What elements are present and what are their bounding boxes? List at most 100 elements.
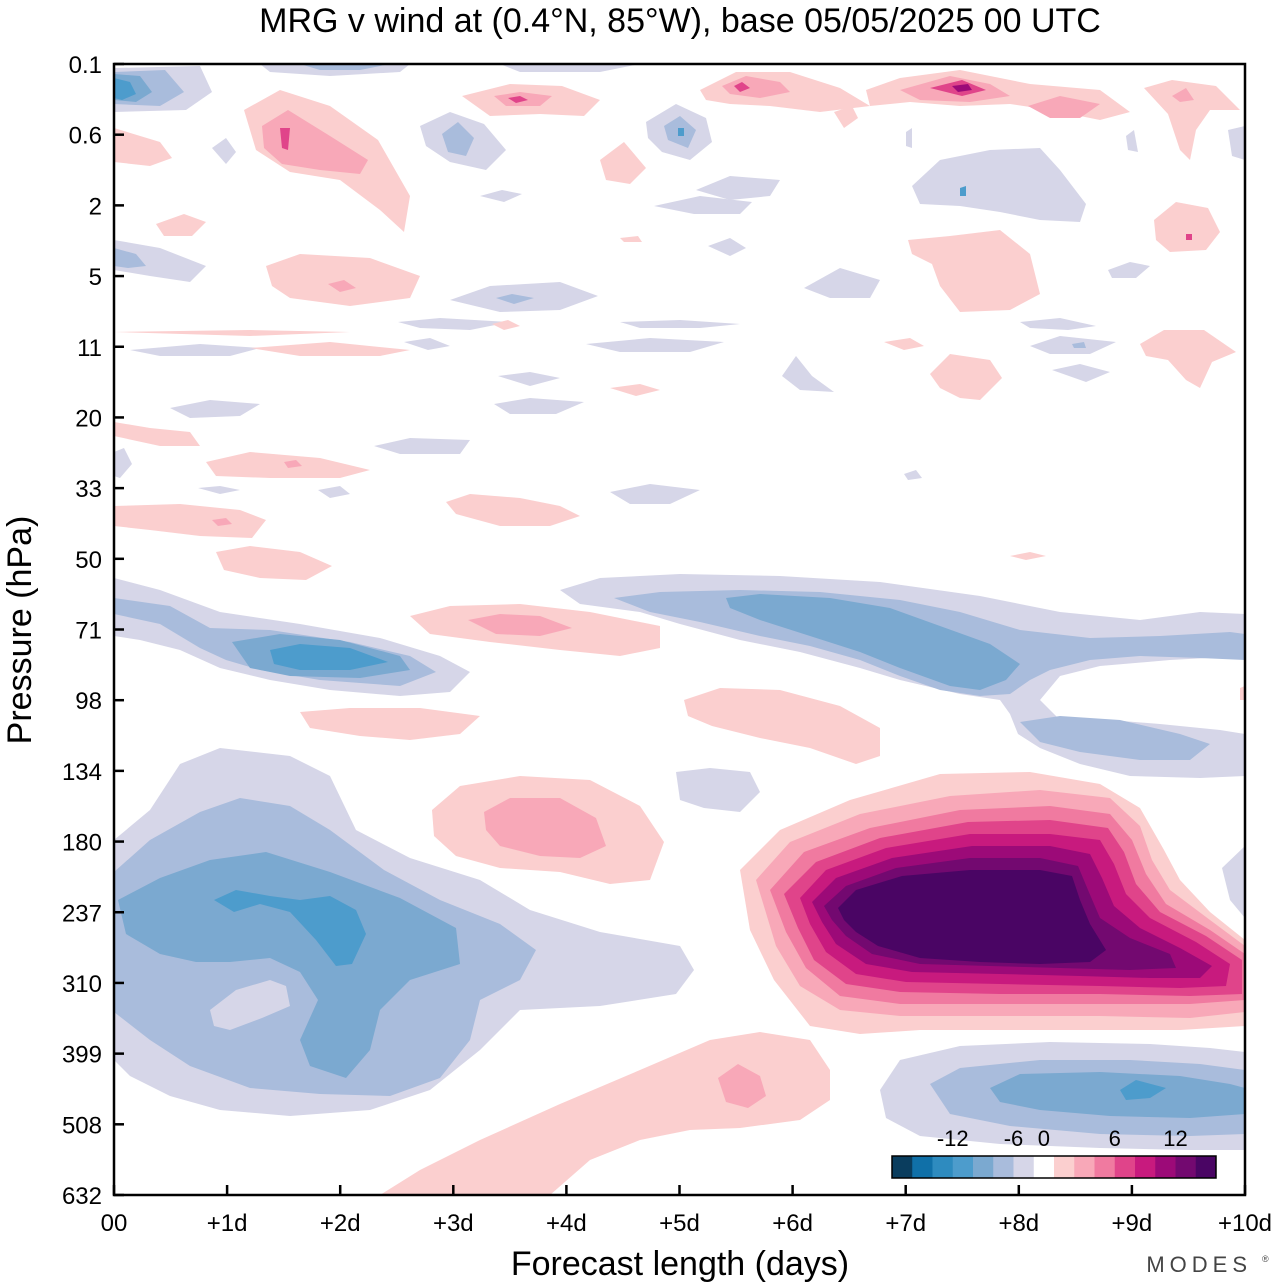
- contour-band-negative: [130, 344, 260, 356]
- contour-band-positive: [212, 518, 232, 526]
- colorbar-swatch: [932, 1156, 954, 1178]
- contour-band-negative: [782, 356, 834, 392]
- x-axis-ticks: 00 +1d +2d +3d +4d +5d +6d +7d +8d +9d +10d: [101, 1185, 1272, 1237]
- anomaly-negative-lower-left: [114, 748, 694, 1116]
- x-tick-label: +8d: [998, 1210, 1039, 1237]
- y-tick-label: 632: [62, 1183, 102, 1210]
- contour-band-positive: [610, 384, 660, 396]
- contour-band-negative: [676, 768, 760, 812]
- contour-band-positive: [930, 354, 1002, 400]
- anomaly-negative-top-left: [114, 66, 212, 112]
- x-tick-label: +10d: [1218, 1210, 1272, 1237]
- contour-band-positive: [446, 494, 580, 526]
- contour-band-positive: [114, 422, 200, 446]
- contour-band-positive: [380, 1032, 830, 1195]
- contour-band-negative: [114, 78, 136, 100]
- contour-band-negative: [904, 470, 922, 480]
- contour-band-negative: [318, 486, 350, 498]
- contour-band-negative: [912, 148, 1086, 222]
- contour-band-negative: [586, 338, 724, 352]
- colorbar-swatch: [1175, 1156, 1197, 1178]
- contour-band-negative: [610, 484, 700, 504]
- contour-band-positive: [280, 128, 290, 150]
- anomaly-positive-upper-3: [700, 70, 1240, 160]
- contour-band-negative: [1228, 126, 1245, 160]
- contour-band-negative: [990, 1072, 1245, 1118]
- y-tick-label: 11: [77, 335, 102, 362]
- colorbar-swatch: [952, 1156, 974, 1178]
- contour-band-negative: [198, 486, 240, 494]
- contour-band-negative: [270, 644, 388, 670]
- anomaly-negative-lower-right: [880, 1042, 1245, 1150]
- contour-band-negative: [1020, 318, 1096, 330]
- anomaly-positive-mid-left: [432, 776, 664, 884]
- contour-band-positive: [250, 342, 410, 356]
- x-tick-label: 00: [101, 1210, 128, 1237]
- contour-field: [114, 64, 1245, 1195]
- contour-band-negative: [114, 240, 206, 282]
- x-tick-label: +2d: [320, 1210, 361, 1237]
- contour-band-positive: [300, 708, 480, 740]
- contour-band-negative: [726, 594, 1020, 690]
- contour-band-positive: [952, 84, 972, 92]
- contour-band-negative: [480, 190, 522, 202]
- y-tick-label: 20: [75, 405, 102, 432]
- contour-band-negative: [214, 890, 366, 966]
- anomaly-positive-strong-core: [740, 772, 1245, 1034]
- colorbar-swatch: [1195, 1156, 1217, 1178]
- y-axis-ticks: 0.1 0.6 2 5 11 20 33 50 71 98 134 180 237 310 399 508 63…: [62, 52, 124, 1210]
- contour-band-negative: [1052, 364, 1110, 382]
- contour-band-negative: [1072, 342, 1086, 348]
- y-tick-label: 237: [62, 900, 102, 927]
- y-tick-label: 0.1: [69, 52, 102, 79]
- y-tick-label: 134: [62, 759, 102, 786]
- contour-band-negative: [494, 398, 584, 414]
- contour-band-positive: [468, 614, 572, 636]
- y-tick-label: 2: [89, 193, 102, 220]
- contour-band-positive: [114, 504, 266, 538]
- anomaly-positive-upper-1: [244, 90, 410, 232]
- contour-band-negative: [118, 852, 460, 1078]
- contour-band-negative: [374, 438, 470, 454]
- colorbar-swatch: [1054, 1156, 1075, 1178]
- colorbar: -12 -6 0 6 12: [891, 1126, 1217, 1179]
- colorbar-swatch: [1135, 1156, 1156, 1178]
- contour-band-negative: [300, 64, 390, 70]
- y-tick-label: 508: [62, 1112, 102, 1139]
- x-tick-label: +9d: [1112, 1210, 1153, 1237]
- x-tick-label: +3d: [433, 1210, 474, 1237]
- colorbar-swatch: [1114, 1156, 1136, 1178]
- contour-band-positive: [620, 236, 642, 242]
- contour-band-negative: [498, 372, 560, 386]
- y-tick-label: 0.6: [69, 123, 102, 150]
- colorbar-tick-label: 6: [1109, 1126, 1121, 1151]
- contour-band-positive: [834, 106, 858, 128]
- x-tick-label: +5d: [659, 1210, 700, 1237]
- contour-band-positive: [718, 1064, 766, 1108]
- contour-band-negative: [442, 122, 474, 156]
- y-tick-label: 399: [62, 1042, 102, 1069]
- contour-band-negative: [960, 186, 966, 196]
- colorbar-swatch: [973, 1156, 994, 1178]
- logo-registered-mark: ®: [1262, 1254, 1269, 1264]
- logo-text: MODES: [1146, 1252, 1252, 1277]
- y-tick-label: 33: [75, 476, 102, 503]
- contour-band-positive: [262, 110, 368, 174]
- anomaly-positive-upper-2: [462, 84, 600, 116]
- contour-band-negative: [1120, 1080, 1166, 1100]
- anomaly-negative-upper-trop: [560, 574, 1245, 778]
- contour-band-positive: [734, 82, 750, 92]
- contour-band-positive: [722, 76, 790, 98]
- contour-band-positive: [156, 214, 206, 236]
- contour-band-positive: [1172, 88, 1194, 102]
- colorbar-swatch: [1013, 1156, 1035, 1178]
- colorbar-swatch: [1074, 1156, 1095, 1178]
- anomaly-negative-71hPa: [114, 578, 470, 696]
- contour-band-negative: [1222, 846, 1245, 918]
- contour-band-positive: [1140, 330, 1236, 388]
- y-tick-label: 310: [62, 971, 102, 998]
- contour-band-negative: [114, 248, 146, 268]
- contour-band-positive: [908, 230, 1040, 312]
- contour-band-negative: [804, 268, 880, 298]
- contour-band-positive: [1144, 80, 1240, 160]
